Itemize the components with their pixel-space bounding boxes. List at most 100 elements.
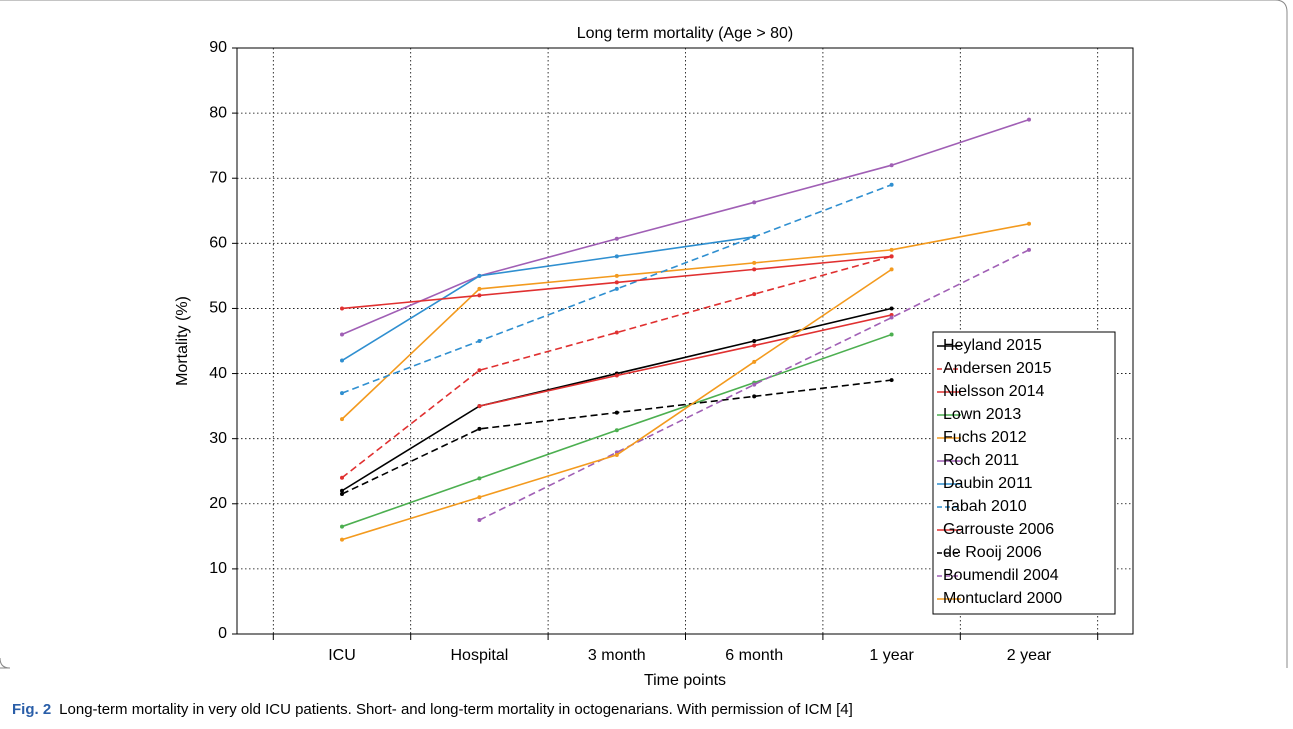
point-marker xyxy=(340,537,344,542)
point-marker xyxy=(752,200,757,205)
x-tick-label: 6 month xyxy=(725,647,783,664)
point-marker xyxy=(340,358,344,363)
point-marker xyxy=(477,273,482,278)
point-marker xyxy=(477,339,482,343)
point-marker xyxy=(340,492,344,497)
legend-label: Fuchs 2012 xyxy=(943,429,1027,446)
legend-box xyxy=(932,331,1116,615)
point-marker xyxy=(614,280,619,285)
point-marker xyxy=(752,260,757,265)
point-marker xyxy=(614,330,619,335)
point-marker xyxy=(614,286,619,291)
point-marker xyxy=(889,378,894,383)
legend-label: Boumendil 2004 xyxy=(943,567,1059,584)
point-marker xyxy=(752,234,757,239)
series-line xyxy=(341,236,755,362)
point-marker xyxy=(340,332,344,337)
legend-label: Nielsson 2014 xyxy=(943,383,1045,400)
point-marker xyxy=(752,267,757,272)
point-marker xyxy=(477,286,482,291)
point-marker xyxy=(889,163,894,168)
point-marker xyxy=(889,315,894,320)
point-marker xyxy=(340,306,344,311)
point-marker xyxy=(614,373,619,378)
point-marker xyxy=(477,495,482,500)
x-tick-label: 3 month xyxy=(588,647,646,664)
y-tick-label: 60 xyxy=(209,235,227,252)
series-line xyxy=(479,314,892,407)
point-marker xyxy=(889,254,894,259)
point-marker xyxy=(614,428,619,433)
x-tick-label: ICU xyxy=(328,647,356,664)
legend-label: Lown 2013 xyxy=(943,406,1021,423)
point-marker xyxy=(477,476,482,481)
series-line xyxy=(341,255,892,479)
x-tick-label: Hospital xyxy=(450,647,508,664)
point-marker xyxy=(477,518,482,523)
series-line xyxy=(341,307,892,492)
y-tick-label: 0 xyxy=(218,625,227,642)
point-marker xyxy=(340,488,344,493)
y-tick-label: 10 xyxy=(209,560,227,577)
point-marker xyxy=(340,475,344,480)
legend-label: Daubin 2011 xyxy=(943,475,1033,492)
point-marker xyxy=(340,391,344,396)
point-marker xyxy=(477,404,482,409)
point-marker xyxy=(1027,117,1031,122)
y-axis-label: Mortality (%) xyxy=(174,296,191,386)
y-tick-label: 80 xyxy=(209,104,227,121)
point-marker xyxy=(477,426,482,431)
legend-label: Roch 2011 xyxy=(943,452,1019,469)
y-tick-label: 40 xyxy=(209,365,227,382)
point-marker xyxy=(477,368,482,373)
caption-label: Fig. 2 xyxy=(12,701,51,718)
point-marker xyxy=(889,332,894,337)
frame xyxy=(0,0,1288,669)
point-marker xyxy=(752,394,757,399)
legend-label: Montuclard 2000 xyxy=(943,590,1062,607)
point-marker xyxy=(340,417,344,422)
y-tick-label: 30 xyxy=(209,430,227,447)
point-marker xyxy=(1027,247,1031,252)
legend-label: Tabah 2010 xyxy=(943,498,1027,515)
series-line xyxy=(341,223,1030,420)
point-marker xyxy=(889,306,894,311)
point-marker xyxy=(614,236,619,241)
y-tick-label: 50 xyxy=(209,300,227,317)
point-marker xyxy=(614,452,619,457)
point-marker xyxy=(752,343,757,348)
point-marker xyxy=(752,359,757,364)
caption-text: Long-term mortality in very old ICU pati… xyxy=(59,701,853,718)
point-marker xyxy=(752,292,757,297)
legend-label: de Rooij 2006 xyxy=(943,544,1042,561)
point-marker xyxy=(889,267,894,272)
series-line xyxy=(341,379,892,495)
point-marker xyxy=(340,524,344,529)
legend-label: Garrouste 2006 xyxy=(943,521,1054,538)
x-tick-label: 1 year xyxy=(869,647,914,664)
y-tick-label: 20 xyxy=(209,495,227,512)
caption: Fig. 2 Long-term mortality in very old IC… xyxy=(12,701,853,718)
y-tick-label: 70 xyxy=(209,169,227,186)
point-marker xyxy=(752,382,757,387)
chart-title: Long term mortality (Age > 80) xyxy=(577,25,794,42)
legend-label: Andersen 2015 xyxy=(943,360,1052,377)
y-tick-label: 90 xyxy=(209,39,227,56)
x-tick-label: 2 year xyxy=(1007,647,1052,664)
point-marker xyxy=(752,339,757,343)
series-line xyxy=(341,183,892,394)
point-marker xyxy=(1027,221,1031,226)
point-marker xyxy=(614,410,619,415)
plot-area xyxy=(236,47,1134,635)
point-marker xyxy=(614,254,619,259)
point-marker xyxy=(477,293,482,298)
series-line xyxy=(479,249,1030,521)
legend-label: Heyland 2015 xyxy=(943,337,1042,354)
point-marker xyxy=(889,182,894,187)
point-marker xyxy=(614,273,619,278)
point-marker xyxy=(889,247,894,252)
series-line xyxy=(341,118,1030,336)
x-axis-label: Time points xyxy=(644,672,726,689)
